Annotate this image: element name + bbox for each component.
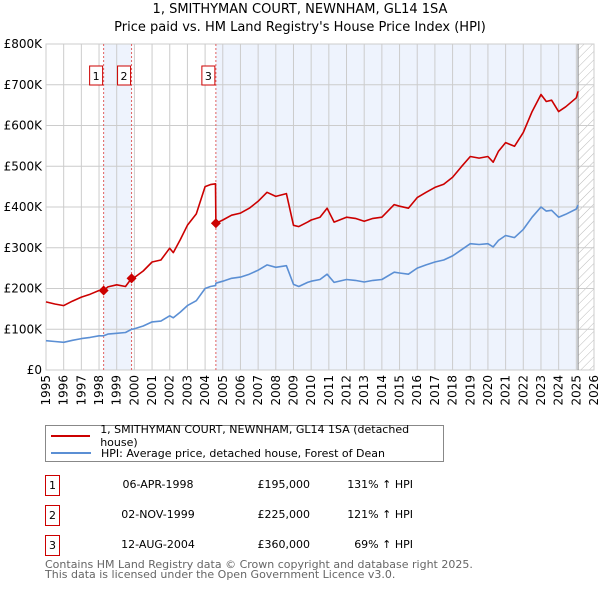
- legend-swatch-blue: [51, 452, 91, 454]
- transaction-marker-label: 2: [121, 70, 128, 83]
- transaction-marker-box: [201, 65, 216, 86]
- legend-label: HPI: Average price, detached house, Fore…: [101, 446, 385, 460]
- x-tick-label: 2022: [516, 375, 530, 406]
- legend-item-property: 1, SMITHYMAN COURT, NEWNHAM, GL14 1SA (d…: [46, 423, 443, 449]
- legend: 1, SMITHYMAN COURT, NEWNHAM, GL14 1SA (d…: [45, 423, 444, 462]
- price-chart: 1995 1996 1997 1998 1999 2000 2001 2002 2003 2004…: [4, 37, 600, 406]
- transaction-marker-label: 3: [205, 70, 212, 83]
- x-tick-label: 2015: [393, 375, 407, 406]
- x-tick-label: 1998: [92, 375, 106, 406]
- footer-licence: This data is licensed under the Open Gov…: [45, 568, 396, 581]
- hpi-line: [45, 204, 579, 344]
- x-tick-label: 2009: [286, 375, 300, 406]
- y-tick-label: £200K: [4, 282, 44, 296]
- x-tick-label: 2011: [322, 375, 336, 406]
- x-tick-label: 2012: [340, 375, 354, 406]
- transaction-row: 2 02-NOV-1999 £225,000 121% ↑ HPI: [45, 505, 445, 526]
- x-tick-label: 1997: [74, 375, 88, 406]
- y-tick-label: £600K: [4, 119, 44, 133]
- sale-point: [126, 273, 137, 284]
- y-tick-label: £700K: [4, 78, 44, 92]
- legend-swatch-red: [51, 435, 91, 437]
- transaction-marker-box: [117, 65, 132, 86]
- legend-item-hpi: HPI: Average price, detached house, Fore…: [46, 445, 385, 461]
- x-tick-label: 2014: [375, 375, 389, 406]
- x-tick-label: 2024: [552, 375, 566, 406]
- transaction-hpi: 131% ↑ HPI: [347, 478, 413, 491]
- transaction-hpi: 121% ↑ HPI: [347, 508, 413, 521]
- x-tick-label: 2007: [251, 375, 265, 406]
- x-tick-label: 1999: [110, 375, 124, 406]
- transaction-marker-box: [89, 65, 104, 86]
- x-tick-label: 2002: [163, 375, 177, 406]
- y-tick-label: £300K: [4, 241, 44, 255]
- x-tick-label: 2017: [428, 375, 442, 406]
- transaction-number: 3: [45, 535, 60, 556]
- y-tick-label: £400K: [4, 200, 44, 214]
- legend-label: 1, SMITHYMAN COURT, NEWNHAM, GL14 1SA (d…: [100, 423, 410, 449]
- transaction-hpi: 69% ↑ HPI: [354, 538, 413, 551]
- x-tick-label: 2020: [481, 375, 495, 406]
- chart-title: 1, SMITHYMAN COURT, NEWNHAM, GL14 1SA: [152, 2, 448, 17]
- y-tick-label: £800K: [4, 37, 44, 51]
- x-tick-label: 2023: [534, 375, 548, 406]
- y-tick-label: £500K: [4, 159, 44, 173]
- transaction-number: 1: [45, 475, 60, 496]
- x-tick-label: 2001: [145, 375, 159, 406]
- sale-point: [210, 218, 221, 229]
- sale-point: [98, 285, 109, 296]
- transaction-price: £360,000: [257, 538, 311, 551]
- x-tick-label: 2019: [463, 375, 477, 406]
- transaction-row: 1 06-APR-1998 £195,000 131% ↑ HPI: [45, 475, 445, 496]
- x-tick-label: 2004: [198, 375, 212, 406]
- x-tick-label: 2016: [410, 375, 424, 406]
- transaction-number: 2: [45, 505, 60, 526]
- y-tick-label: £0: [27, 363, 42, 377]
- x-tick-label: 2000: [127, 375, 141, 406]
- x-tick-label: 2006: [233, 375, 247, 406]
- x-tick-label: 2025: [569, 375, 583, 406]
- transaction-price: £195,000: [257, 478, 311, 491]
- x-tick-label: 2013: [357, 375, 371, 406]
- y-tick-label: £100K: [4, 322, 44, 336]
- transaction-date: 06-APR-1998: [122, 478, 194, 491]
- x-tick-label: 1995: [39, 375, 53, 406]
- footer: Contains HM Land Registry data © Crown c…: [45, 558, 473, 581]
- x-tick-label: 2018: [446, 375, 460, 406]
- transaction-date: 12-AUG-2004: [121, 538, 195, 551]
- chart-subtitle: Price paid vs. HM Land Registry's House …: [114, 20, 486, 35]
- x-tick-label: 2021: [499, 375, 513, 406]
- x-tick-label: 2008: [269, 375, 283, 406]
- x-tick-label: 2003: [180, 375, 194, 406]
- x-tick-label: 1996: [57, 375, 71, 406]
- footer-copyright: Contains HM Land Registry data © Crown c…: [45, 558, 473, 571]
- x-tick-label: 2026: [587, 375, 600, 406]
- transaction-price: £225,000: [257, 508, 311, 521]
- transaction-row: 3 12-AUG-2004 £360,000 69% ↑ HPI: [45, 535, 445, 556]
- x-tick-label: 2010: [304, 375, 318, 406]
- transaction-date: 02-NOV-1999: [121, 508, 195, 521]
- x-tick-label: 2005: [216, 375, 230, 406]
- transaction-marker-label: 1: [93, 70, 100, 83]
